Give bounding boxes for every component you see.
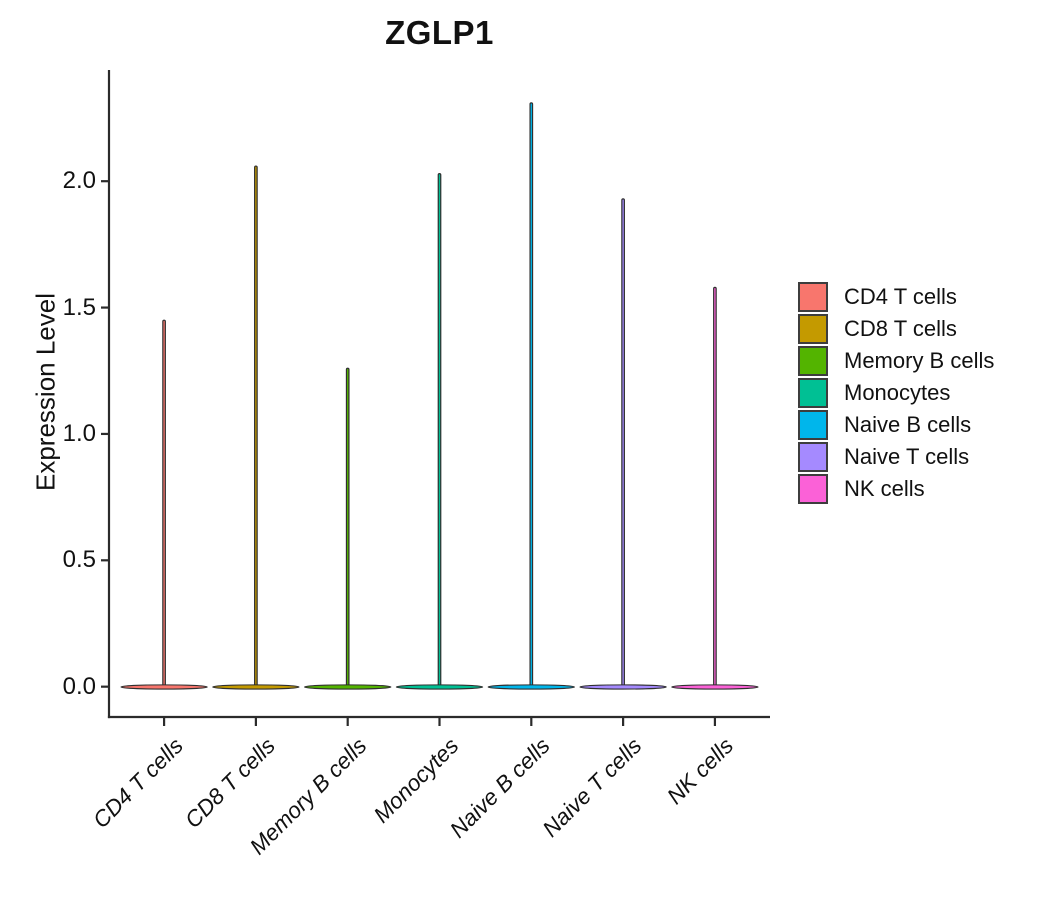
legend-item-label: Memory B cells [844,348,995,373]
legend-color-swatch [798,474,828,504]
legend-item-label: CD4 T cells [844,284,957,309]
violin-spike-memory-b-cells [345,367,350,689]
legend-item-cd4-t-cells: CD4 T cells [798,282,994,312]
legend-color-swatch [798,442,828,472]
y-tick-label: 0.5 [62,546,96,574]
violin-base-nk-cells [671,684,759,690]
violin-base-naive-t-cells [579,684,667,690]
legend-item-cd8-t-cells: CD8 T cells [798,314,994,344]
violin-spike-monocytes [437,173,442,689]
legend-color-swatch [798,282,828,312]
legend-item-memory-b-cells: Memory B cells [798,346,994,376]
legend-item-naive-b-cells: Naive B cells [798,410,994,440]
violin-spike-naive-t-cells [621,198,625,689]
violin-spike-cd8-t-cells [254,165,258,689]
legend-color-swatch [798,346,828,376]
legend-item-label: CD8 T cells [844,316,957,341]
plot-title: ZGLP1 [385,14,494,51]
legend-item-monocytes: Monocytes [798,378,994,408]
violin-spike-naive-b-cells [529,102,534,689]
y-tick-label: 0.0 [62,672,96,700]
violin-spike-nk-cells [713,286,717,689]
legend-item-naive-t-cells: Naive T cells [798,442,994,472]
violin-spike-cd4-t-cells [162,319,166,689]
legend-item-label: NK cells [844,476,925,501]
legend-item-nk-cells: NK cells [798,474,994,504]
y-tick-label: 1.0 [62,419,96,447]
violin-base-naive-b-cells [487,684,576,690]
violin-base-memory-b-cells [303,684,392,690]
y-tick-label: 2.0 [62,167,96,195]
violin-base-cd4-t-cells [120,684,208,690]
legend-color-swatch [798,314,828,344]
violin-base-cd8-t-cells [212,684,300,690]
legend-item-label: Naive B cells [844,412,972,437]
legend-item-label: Monocytes [844,380,951,405]
violin-base-monocytes [395,684,484,690]
legend-item-label: Naive T cells [844,444,970,469]
y-tick-label: 1.5 [62,293,96,321]
legend-color-swatch [798,410,828,440]
legend: CD4 T cells CD8 T cells Memory B cells Mono… [798,282,994,504]
legend-color-swatch [798,378,828,408]
